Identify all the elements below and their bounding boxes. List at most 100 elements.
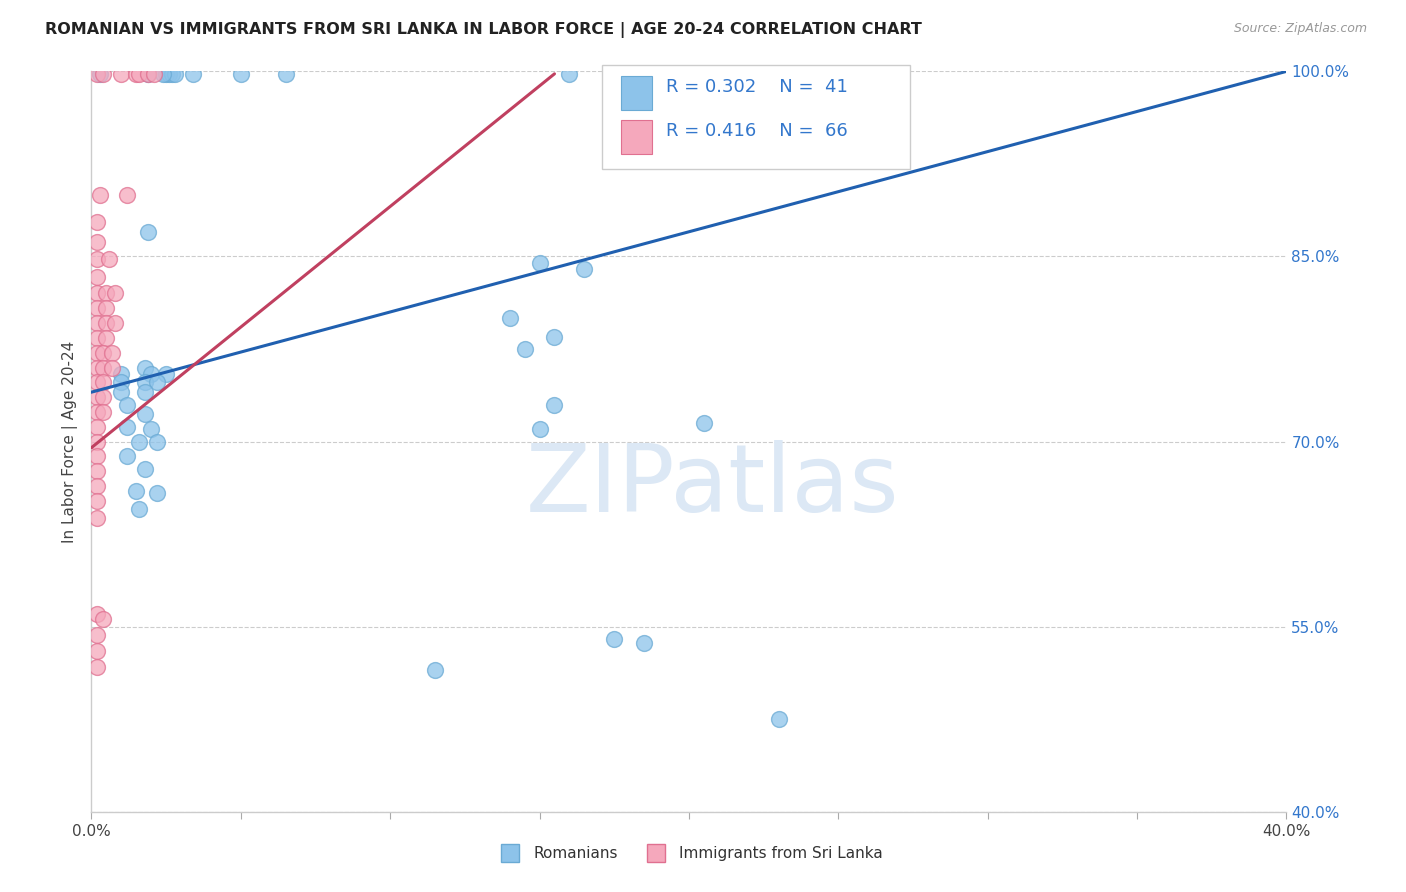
Point <box>768 712 790 726</box>
Point <box>86 360 108 375</box>
Point <box>529 422 551 436</box>
Point <box>86 628 108 642</box>
Point <box>125 483 148 498</box>
Point <box>128 67 150 81</box>
Point <box>558 67 581 81</box>
Point <box>96 331 118 345</box>
Y-axis label: In Labor Force | Age 20-24: In Labor Force | Age 20-24 <box>62 341 77 542</box>
Point <box>529 255 551 269</box>
Point <box>86 252 108 266</box>
Point <box>110 385 132 400</box>
Point <box>86 644 108 658</box>
Point <box>115 450 138 464</box>
Point <box>797 67 820 81</box>
Point <box>125 67 148 81</box>
Point <box>86 390 108 404</box>
Text: R = 0.416    N =  66: R = 0.416 N = 66 <box>666 122 848 140</box>
Legend: Romanians, Immigrants from Sri Lanka: Romanians, Immigrants from Sri Lanka <box>489 839 889 867</box>
Point <box>86 511 108 525</box>
Point <box>146 486 169 500</box>
Point <box>89 67 111 81</box>
Point <box>86 270 108 285</box>
Point <box>86 607 108 622</box>
Point <box>693 416 716 430</box>
Point <box>229 67 252 81</box>
Point <box>86 493 108 508</box>
Point <box>86 464 108 478</box>
Point <box>134 408 156 422</box>
Point <box>110 367 132 381</box>
Point <box>101 345 124 359</box>
Point <box>543 398 565 412</box>
Point <box>128 434 150 449</box>
Point <box>155 67 177 81</box>
Point <box>423 663 446 677</box>
Point <box>499 311 522 326</box>
Point <box>86 450 108 464</box>
Point <box>86 235 108 249</box>
Point <box>115 187 138 202</box>
Point <box>157 67 180 81</box>
Point <box>152 67 174 81</box>
Point <box>86 345 108 359</box>
Point <box>633 635 655 649</box>
Point <box>155 367 177 381</box>
Point <box>141 422 163 436</box>
Point <box>101 360 124 375</box>
Point <box>86 215 108 229</box>
Point <box>115 398 138 412</box>
Point <box>96 301 118 316</box>
Point <box>134 376 156 390</box>
Point <box>86 419 108 434</box>
Point <box>136 225 159 239</box>
Point <box>93 376 115 390</box>
Text: R = 0.302    N =  41: R = 0.302 N = 41 <box>666 78 848 95</box>
Point <box>143 67 166 81</box>
Point <box>86 479 108 493</box>
Point <box>134 360 156 375</box>
Point <box>181 67 204 81</box>
Point <box>574 261 596 276</box>
Point <box>93 360 115 375</box>
Point <box>513 342 536 356</box>
Point <box>134 461 156 475</box>
Point <box>110 376 132 390</box>
Point <box>86 331 108 345</box>
Point <box>128 502 150 516</box>
Point <box>603 632 626 646</box>
Point <box>136 67 159 81</box>
Point <box>104 316 127 330</box>
Point <box>93 390 115 404</box>
Point <box>86 301 108 316</box>
Text: ROMANIAN VS IMMIGRANTS FROM SRI LANKA IN LABOR FORCE | AGE 20-24 CORRELATION CHA: ROMANIAN VS IMMIGRANTS FROM SRI LANKA IN… <box>45 22 922 38</box>
Point <box>86 660 108 674</box>
Point <box>134 385 156 400</box>
Text: Source: ZipAtlas.com: Source: ZipAtlas.com <box>1233 22 1367 36</box>
Point <box>146 434 169 449</box>
Point <box>274 67 297 81</box>
Point <box>141 367 163 381</box>
Point <box>86 67 108 81</box>
Point <box>93 345 115 359</box>
Point <box>136 67 159 81</box>
Point <box>96 286 118 301</box>
Point <box>89 187 111 202</box>
Text: ZIPatlas: ZIPatlas <box>526 440 900 532</box>
Point <box>93 612 115 626</box>
Point <box>86 286 108 301</box>
Point <box>115 419 138 434</box>
Point <box>93 67 115 81</box>
Point <box>98 252 121 266</box>
Point <box>86 434 108 449</box>
Point <box>86 316 108 330</box>
Point <box>146 376 169 390</box>
Point <box>543 329 565 343</box>
Point <box>96 316 118 330</box>
Point <box>110 67 132 81</box>
Point <box>163 67 186 81</box>
Point <box>160 67 183 81</box>
Point <box>86 376 108 390</box>
Point <box>93 405 115 419</box>
Point <box>86 405 108 419</box>
Point <box>104 286 127 301</box>
